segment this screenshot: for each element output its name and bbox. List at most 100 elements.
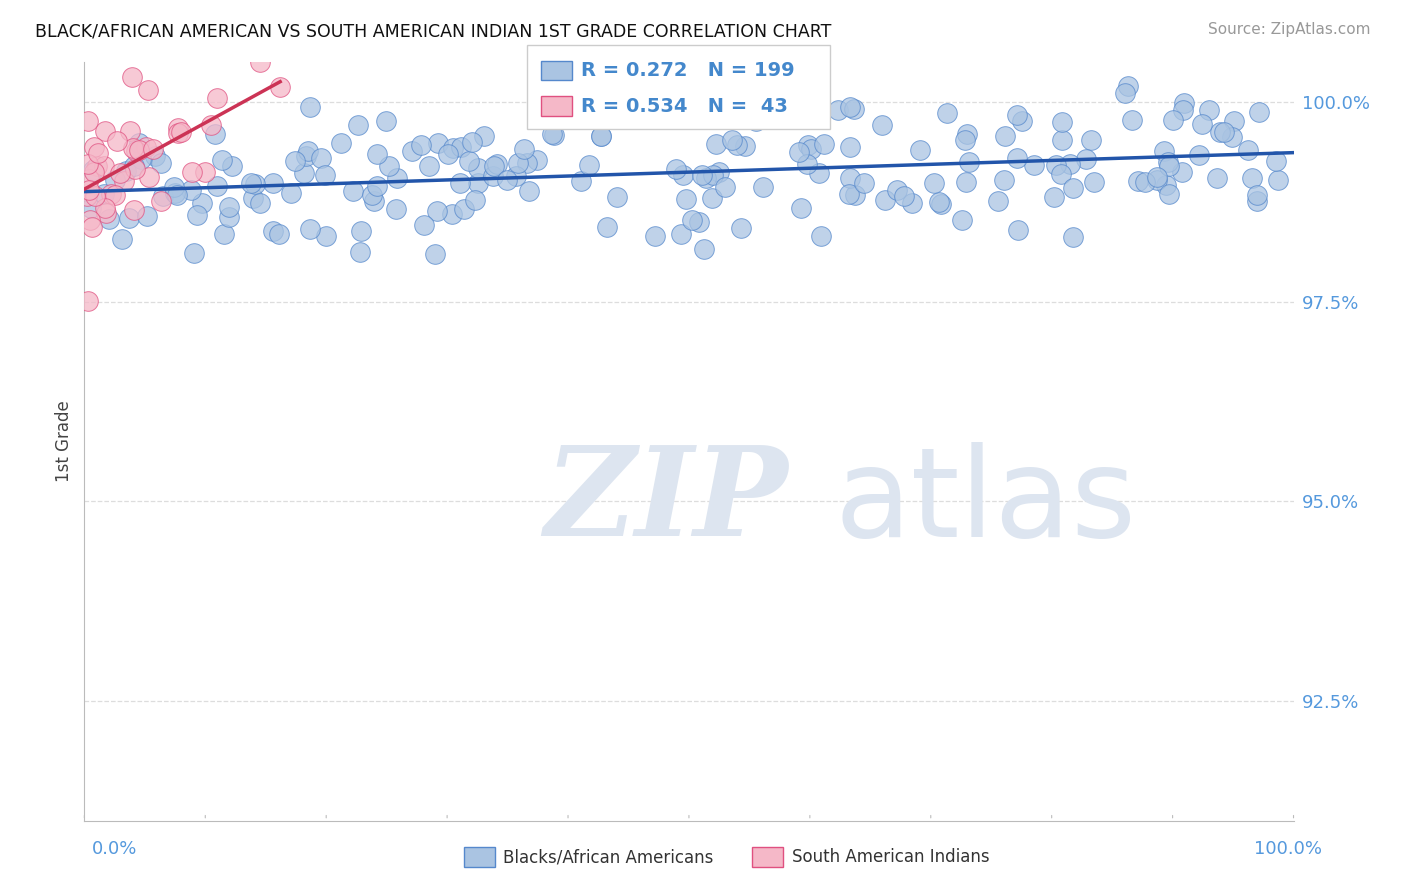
Point: [243, 177, 266, 191]
Point: [120, 124, 142, 138]
Point: [86, 159, 108, 173]
Point: [77, 293, 100, 308]
Point: [853, 177, 876, 191]
Point: [297, 145, 319, 159]
Point: [150, 156, 173, 170]
Point: [672, 168, 695, 182]
Point: [1049, 167, 1071, 181]
Point: [1267, 173, 1289, 187]
Point: [517, 185, 540, 199]
Point: [163, 186, 186, 200]
Point: [94, 206, 117, 220]
Text: BLACK/AFRICAN AMERICAN VS SOUTH AMERICAN INDIAN 1ST GRADE CORRELATION CHART: BLACK/AFRICAN AMERICAN VS SOUTH AMERICAN…: [35, 22, 831, 40]
Point: [506, 156, 529, 170]
Point: [108, 166, 131, 180]
Point: [262, 176, 284, 190]
Point: [578, 158, 600, 172]
Text: 100.0%: 100.0%: [1254, 840, 1322, 858]
Point: [495, 172, 517, 186]
Point: [1237, 143, 1260, 157]
Point: [269, 80, 291, 95]
Point: [79, 213, 101, 227]
Point: [1191, 117, 1213, 131]
Point: [1246, 194, 1268, 208]
Point: [692, 243, 714, 257]
Point: [1045, 159, 1067, 173]
Point: [347, 119, 370, 133]
Point: [166, 121, 188, 136]
Point: [1209, 125, 1232, 139]
Point: [734, 139, 756, 153]
Text: ZIP: ZIP: [544, 442, 787, 563]
Point: [591, 129, 613, 144]
Point: [474, 129, 496, 144]
Point: [467, 161, 489, 175]
Point: [807, 165, 830, 179]
Point: [401, 144, 423, 158]
Point: [1050, 114, 1073, 128]
Point: [449, 177, 471, 191]
Point: [330, 136, 353, 151]
Point: [128, 136, 150, 150]
Point: [1265, 154, 1288, 169]
Point: [441, 207, 464, 221]
Point: [128, 143, 150, 157]
Point: [143, 149, 166, 163]
Point: [181, 165, 204, 179]
Point: [1114, 86, 1136, 100]
Point: [450, 140, 472, 154]
Point: [706, 137, 728, 152]
Point: [839, 170, 862, 185]
Point: [485, 156, 508, 170]
Point: [797, 138, 820, 153]
Point: [378, 159, 401, 173]
Point: [688, 214, 710, 228]
Point: [111, 232, 134, 246]
Point: [80, 202, 103, 216]
Point: [411, 137, 433, 152]
Point: [83, 164, 105, 178]
Point: [423, 246, 446, 260]
Point: [955, 127, 977, 141]
Point: [83, 140, 105, 154]
Point: [461, 135, 484, 149]
Point: [136, 83, 159, 97]
Point: [481, 169, 503, 183]
Point: [221, 159, 243, 173]
Point: [1157, 155, 1180, 169]
Point: [170, 125, 193, 139]
Point: [516, 156, 538, 170]
Point: [1146, 169, 1168, 184]
Point: [928, 194, 950, 209]
Point: [1062, 230, 1084, 244]
Point: [644, 229, 666, 244]
Point: [183, 246, 205, 260]
Text: atlas: atlas: [834, 442, 1136, 563]
Point: [526, 153, 548, 168]
Point: [541, 128, 564, 142]
Point: [959, 155, 981, 169]
Point: [950, 213, 973, 227]
Text: Source: ZipAtlas.com: Source: ZipAtlas.com: [1208, 22, 1371, 37]
Point: [218, 200, 240, 214]
Point: [135, 139, 157, 153]
Point: [83, 189, 105, 203]
Point: [681, 212, 703, 227]
Point: [994, 129, 1017, 144]
Point: [98, 212, 121, 227]
Point: [842, 103, 865, 117]
Point: [249, 55, 271, 70]
Point: [104, 188, 127, 202]
Point: [1173, 96, 1195, 111]
Point: [1011, 113, 1033, 128]
Point: [342, 184, 364, 198]
Point: [205, 91, 228, 105]
Point: [875, 193, 897, 207]
Point: [1005, 151, 1028, 165]
Point: [744, 114, 766, 128]
Point: [513, 142, 536, 156]
Point: [1206, 171, 1229, 186]
Point: [152, 189, 174, 203]
Point: [87, 146, 110, 161]
Point: [314, 168, 336, 182]
